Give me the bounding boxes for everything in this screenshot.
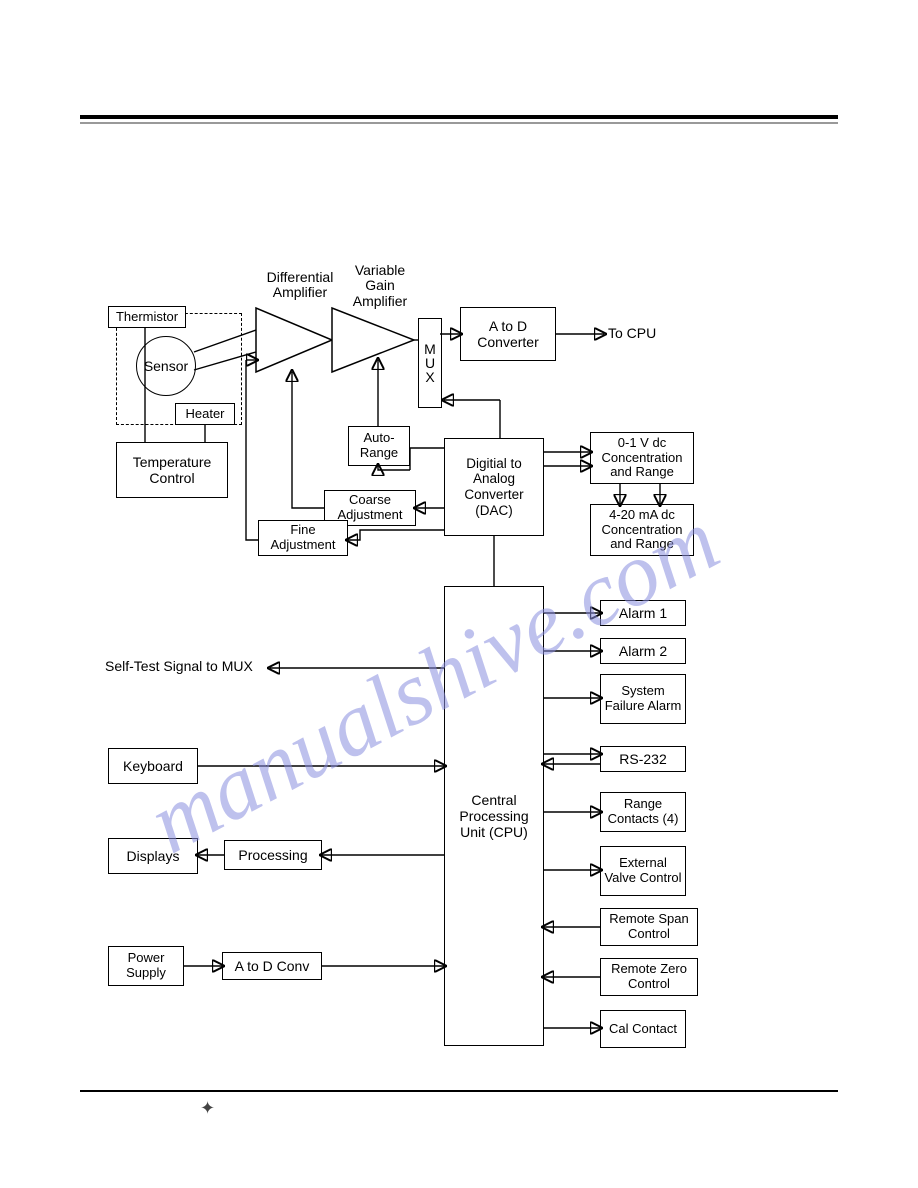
node-cal-contact: Cal Contact (600, 1010, 686, 1048)
node-dac: Digitial to Analog Converter (DAC) (444, 438, 544, 536)
node-out-0-1v: 0-1 V dc Concentration and Range (590, 432, 694, 484)
node-displays: Displays (108, 838, 198, 874)
node-adc2: A to D Conv (222, 952, 322, 980)
label-self-test: Self-Test Signal to MUX (105, 659, 253, 674)
node-processing: Processing (224, 840, 322, 870)
node-range-contacts: Range Contacts (4) (600, 792, 686, 832)
node-thermistor: Thermistor (108, 306, 186, 328)
node-sys-fail: System Failure Alarm (600, 674, 686, 724)
node-alarm2: Alarm 2 (600, 638, 686, 664)
node-adc: A to D Converter (460, 307, 556, 361)
node-fine-adj: Fine Adjustment (258, 520, 348, 556)
node-remote-span: Remote Span Control (600, 908, 698, 946)
node-power-supply: Power Supply (108, 946, 184, 986)
node-mux: MUX (418, 318, 442, 408)
node-temp-ctrl: Temperature Control (116, 442, 228, 498)
node-rs232: RS-232 (600, 746, 686, 772)
node-keyboard: Keyboard (108, 748, 198, 784)
node-out-4-20ma: 4-20 mA dc Concentration and Range (590, 504, 694, 556)
block-diagram: Thermistor Sensor Heater Temperature Con… (0, 0, 918, 1188)
node-auto-range: Auto-Range (348, 426, 410, 466)
label-diff-amp: Differential Amplifier (260, 270, 340, 301)
label-var-gain-amp: Variable Gain Amplifier (340, 263, 420, 309)
node-sensor: Sensor (136, 336, 196, 396)
label-to-cpu: To CPU (608, 326, 656, 341)
node-heater: Heater (175, 403, 235, 425)
node-ext-valve: External Valve Control (600, 846, 686, 896)
node-cpu: Central Processing Unit (CPU) (444, 586, 544, 1046)
node-remote-zero: Remote Zero Control (600, 958, 698, 996)
node-alarm1: Alarm 1 (600, 600, 686, 626)
